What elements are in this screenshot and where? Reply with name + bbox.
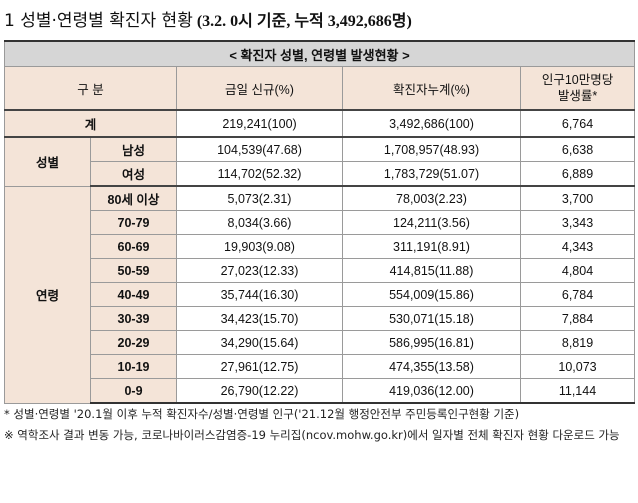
cell-new: 19,903(9.08)	[176, 234, 343, 259]
section-heading: 1 성별·연령별 확진자 현황 (3.2. 0시 기준, 누적 3,492,686…	[4, 6, 412, 36]
footnote-rate-definition: * 성별·연령별 '20.1월 이후 누적 확진자수/성별·연령별 인구('21…	[4, 407, 520, 421]
footnotes: * 성별·연령별 '20.1월 이후 누적 확진자수/성별·연령별 인구('21…	[4, 404, 634, 446]
table-row-female: 여성 114,702(52.32) 1,783,729(51.07) 6,889	[5, 161, 636, 187]
table-row-age: 50-59 27,023(12.33) 414,815(11.88) 4,804	[5, 258, 636, 283]
cell-cumulative: 311,191(8.91)	[342, 234, 521, 259]
cell-rate: 7,884	[519, 306, 636, 331]
header-cumulative: 확진자누계(%)	[342, 66, 521, 111]
cell-rate: 6,784	[519, 282, 636, 307]
table-row-age: 60-69 19,903(9.08) 311,191(8.91) 4,343	[5, 234, 636, 259]
row-label: 30-39	[90, 306, 177, 331]
cell-cumulative: 419,036(12.00)	[342, 378, 521, 404]
cell-rate: 4,343	[519, 234, 636, 259]
cell-rate: 3,343	[519, 210, 636, 235]
row-label: 10-19	[90, 354, 177, 379]
cell-rate: 6,638	[519, 136, 636, 162]
cell-cumulative: 124,211(3.56)	[342, 210, 521, 235]
table-row-age: 70-79 8,034(3.66) 124,211(3.56) 3,343	[5, 210, 636, 235]
cell-rate: 3,700	[519, 185, 636, 211]
table-row-age: 30-39 34,423(15.70) 530,071(15.18) 7,884	[5, 306, 636, 331]
cell-new: 26,790(12.22)	[176, 378, 343, 404]
cell-cumulative: 414,815(11.88)	[342, 258, 521, 283]
table-row-age: 10-19 27,961(12.75) 474,355(13.58) 10,07…	[5, 354, 636, 379]
cell-rate: 10,073	[519, 354, 636, 379]
cell-rate: 4,804	[519, 258, 636, 283]
cell-new: 8,034(3.66)	[176, 210, 343, 235]
row-label: 계	[4, 109, 177, 138]
group-label-sex: 성별	[4, 136, 91, 187]
cell-new: 27,961(12.75)	[176, 354, 343, 379]
table-row-total: 계 219,241(100) 3,492,686(100) 6,764	[4, 109, 636, 138]
header-rate-line1: 인구10만명당	[541, 73, 614, 87]
table-row-age: 40-49 35,744(16.30) 554,009(15.86) 6,784	[5, 282, 636, 307]
cell-new: 34,290(15.64)	[176, 330, 343, 355]
table-row-male: 성별 남성 104,539(47.68) 1,708,957(48.93) 6,…	[4, 136, 636, 187]
row-label: 20-29	[90, 330, 177, 355]
cell-cumulative: 1,783,729(51.07)	[342, 161, 521, 187]
header-rate-line2: 발생률*	[557, 89, 598, 103]
row-label: 남성	[90, 136, 177, 162]
table-caption: < 확진자 성별, 연령별 발생현황 >	[3, 40, 636, 67]
cell-rate: 11,144	[519, 378, 636, 404]
cell-new: 219,241(100)	[176, 109, 343, 138]
cell-cumulative: 474,355(13.58)	[342, 354, 521, 379]
cell-cumulative: 1,708,957(48.93)	[342, 136, 521, 162]
cell-new: 27,023(12.33)	[176, 258, 343, 283]
header-category: 구 분	[4, 66, 177, 111]
row-label: 40-49	[90, 282, 177, 307]
cell-rate: 6,764	[519, 109, 636, 138]
table-row-age: 20-29 34,290(15.64) 586,995(16.81) 8,819	[5, 330, 636, 355]
footnote-data-source: ※ 역학조사 결과 변동 가능, 코로나바이러스감염증-19 누리집(ncov.…	[4, 428, 620, 442]
header-rate: 인구10만명당 발생률*	[519, 66, 636, 111]
row-label: 여성	[90, 161, 177, 187]
cell-cumulative: 554,009(15.86)	[342, 282, 521, 307]
row-label: 50-59	[90, 258, 177, 283]
table-row-age: 0-9 26,790(12.22) 419,036(12.00) 11,144	[5, 378, 636, 404]
section-subtitle: (3.2. 0시 기준, 누적 3,492,686명)	[196, 13, 412, 30]
header-new: 금일 신규(%)	[176, 66, 343, 111]
cell-new: 114,702(52.32)	[176, 161, 343, 187]
cell-cumulative: 78,003(2.23)	[342, 185, 521, 211]
cell-cumulative: 586,995(16.81)	[342, 330, 521, 355]
group-label-age: 연령	[4, 185, 91, 404]
cell-cumulative: 3,492,686(100)	[342, 109, 521, 138]
row-label: 80세 이상	[90, 185, 177, 211]
cell-new: 5,073(2.31)	[176, 185, 343, 211]
section-title: 1 성별·연령별 확진자 현황	[4, 11, 193, 31]
row-label: 60-69	[90, 234, 177, 259]
row-label: 0-9	[90, 378, 177, 404]
table-row-age: 연령 80세 이상 5,073(2.31) 78,003(2.23) 3,700	[4, 185, 636, 404]
cell-rate: 8,819	[519, 330, 636, 355]
confirmed-cases-table: < 확진자 성별, 연령별 발생현황 > 구 분 금일 신규(%) 확진자누계(…	[3, 40, 636, 404]
row-label: 70-79	[90, 210, 177, 235]
cell-new: 35,744(16.30)	[176, 282, 343, 307]
cell-new: 104,539(47.68)	[176, 136, 343, 162]
cell-rate: 6,889	[519, 161, 636, 187]
cell-new: 34,423(15.70)	[176, 306, 343, 331]
cell-cumulative: 530,071(15.18)	[342, 306, 521, 331]
